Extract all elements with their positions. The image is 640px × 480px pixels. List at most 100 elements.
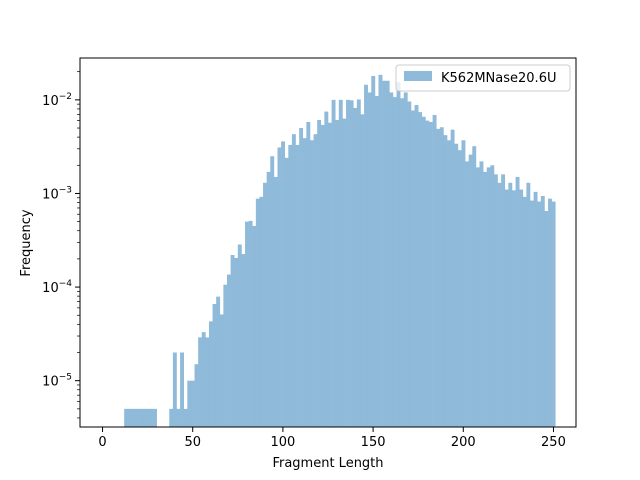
histogram-bar <box>457 150 462 427</box>
histogram-bar <box>245 221 249 427</box>
x-tick-label: 250 <box>541 435 566 450</box>
histogram-bar <box>320 124 325 427</box>
histogram-bar <box>443 135 448 427</box>
histogram-bar <box>493 174 498 427</box>
histogram-bar <box>205 337 210 427</box>
histogram-bar <box>421 116 426 427</box>
histogram-bar <box>526 182 531 427</box>
histogram-bar <box>418 112 423 427</box>
histogram-bar <box>371 75 376 428</box>
histogram-bar <box>299 128 304 428</box>
histogram-bar <box>263 182 267 427</box>
histogram-bar <box>468 154 473 427</box>
histogram-bar <box>317 119 322 427</box>
histogram-bar <box>145 408 150 427</box>
x-tick-label: 50 <box>184 435 201 450</box>
histogram-bar <box>486 167 491 427</box>
histogram-bar <box>378 74 383 427</box>
histogram-bar <box>223 284 228 427</box>
histogram-bar <box>187 380 192 427</box>
x-tick-label: 200 <box>451 435 476 450</box>
legend: K562MNase20.6U <box>395 64 571 92</box>
histogram-bar <box>349 100 354 428</box>
histogram-bar <box>400 98 405 427</box>
x-tick-label: 0 <box>98 435 106 450</box>
histogram-bar <box>153 408 157 427</box>
histogram-bar <box>176 408 181 427</box>
histogram-bar <box>385 80 390 427</box>
x-tick-label: 100 <box>270 435 295 450</box>
plot-frame <box>79 57 577 428</box>
y-tick-exponent: −3 <box>59 185 72 195</box>
histogram-bar <box>127 408 132 427</box>
histogram-bar <box>138 408 143 427</box>
histogram-bar <box>360 114 365 428</box>
histogram-bar <box>201 332 206 427</box>
y-tick-exponent: −4 <box>59 279 73 289</box>
histogram-bar <box>284 157 289 427</box>
y-tick-base: 10 <box>42 281 59 296</box>
y-tick-label: 10−2 <box>42 92 72 109</box>
histogram-bar <box>324 111 329 428</box>
histogram-bar <box>479 161 484 427</box>
bars-group <box>124 74 556 428</box>
y-tick-label: 10−5 <box>42 373 72 390</box>
histogram-bar <box>259 196 264 427</box>
histogram-bar <box>227 274 231 427</box>
histogram-bar <box>198 337 203 427</box>
histogram-bar <box>414 105 419 428</box>
histogram-bar <box>331 99 336 428</box>
histogram-bar <box>508 182 513 427</box>
histogram-bar <box>190 380 195 427</box>
histogram-bar <box>241 254 246 427</box>
histogram-bar <box>522 196 527 427</box>
histogram-bar <box>497 182 502 427</box>
histogram-bar <box>551 201 556 427</box>
histogram-bar <box>219 314 224 427</box>
histogram-bar <box>131 408 136 427</box>
y-tick-label: 10−3 <box>42 185 72 202</box>
histogram-bar <box>548 198 552 427</box>
histogram-bar <box>447 140 451 427</box>
histogram-bar <box>432 114 437 427</box>
histogram-bar <box>230 255 235 427</box>
histogram-bar <box>183 408 188 427</box>
histogram-bar <box>194 364 199 427</box>
histogram-bar <box>436 128 441 428</box>
histogram-bar <box>392 97 397 428</box>
histogram-bar <box>407 101 412 428</box>
histogram-bar <box>302 138 307 427</box>
histogram-bar <box>429 122 433 427</box>
y-tick-exponent: −5 <box>59 373 72 383</box>
histogram-bar <box>234 257 239 427</box>
histogram-bar <box>374 95 379 427</box>
histogram-bar <box>208 321 213 427</box>
histogram-bar <box>403 92 408 427</box>
histogram-bar <box>124 408 129 427</box>
histogram-bar <box>309 140 314 427</box>
histogram-bar <box>135 408 139 427</box>
histogram-bar <box>212 303 217 427</box>
y-tick-exponent: −2 <box>59 92 72 102</box>
histogram-bar <box>180 352 185 427</box>
histogram-bar <box>504 189 509 427</box>
histogram-bar <box>142 408 147 427</box>
histogram-bar <box>454 143 459 427</box>
histogram-bar <box>342 118 347 427</box>
histogram-bar <box>544 210 549 427</box>
histogram-bar <box>295 144 300 427</box>
histogram-bar <box>216 296 221 427</box>
histogram-bar <box>511 190 516 427</box>
histogram-bar <box>252 225 257 427</box>
histogram-bar <box>172 352 177 427</box>
histogram-bar <box>353 107 358 428</box>
histogram-bar <box>266 171 271 427</box>
histogram-bar <box>439 127 444 427</box>
y-ticks-group: 10−5 10−4 10−3 10−2 <box>42 71 80 419</box>
histogram-bar <box>248 220 253 427</box>
histogram-bar <box>461 140 466 427</box>
histogram-bar <box>450 129 455 427</box>
histogram-bar <box>273 176 278 427</box>
histogram-bar <box>410 110 415 427</box>
histogram-bar <box>501 174 506 427</box>
